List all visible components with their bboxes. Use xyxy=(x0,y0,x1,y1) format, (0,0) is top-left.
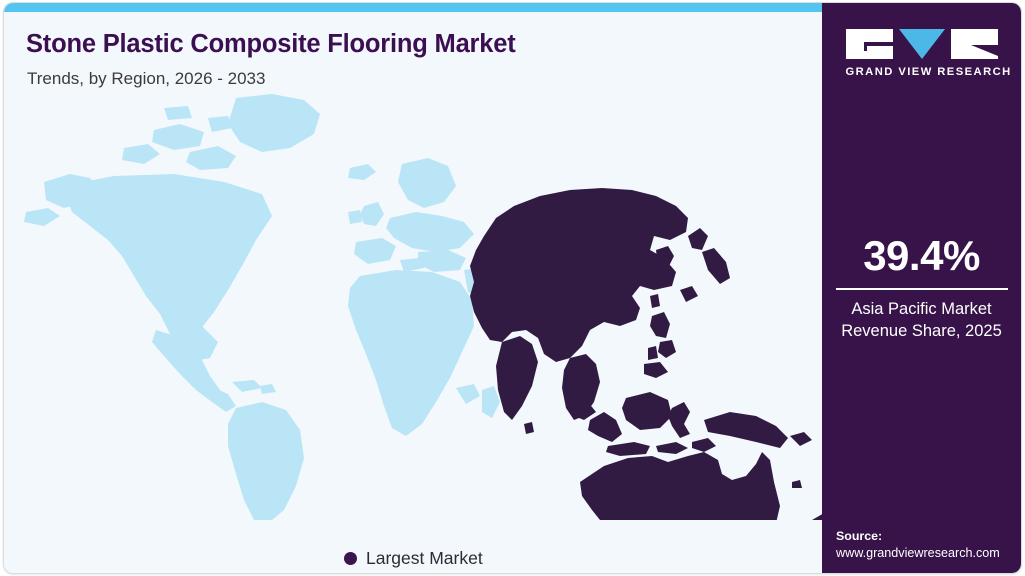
page-title: Stone Plastic Composite Flooring Market xyxy=(26,30,516,58)
source-block: Source: www.grandviewresearch.com xyxy=(836,528,1021,562)
stat-block: 39.4% Asia Pacific Market Revenue Share,… xyxy=(822,235,1021,342)
infographic-card: Stone Plastic Composite Flooring Market … xyxy=(4,3,1021,573)
brand-name: GRAND VIEW RESEARCH xyxy=(845,66,1012,78)
stat-caption-line2: Revenue Share, 2025 xyxy=(841,321,1002,340)
legend-label: Largest Market xyxy=(366,548,483,568)
map-pane: Stone Plastic Composite Flooring Market … xyxy=(4,12,822,573)
logo-r-icon xyxy=(950,29,998,59)
logo-g-icon xyxy=(845,29,893,59)
brand-logo: GRAND VIEW RESEARCH xyxy=(845,29,1012,78)
largest-market-marker-icon xyxy=(344,552,357,565)
map-legend: Largest Market xyxy=(344,548,483,569)
highlighted-region-asia-pacific xyxy=(470,188,822,520)
source-label: Source: xyxy=(836,529,883,543)
world-map xyxy=(4,90,822,520)
source-url[interactable]: www.grandviewresearch.com xyxy=(836,545,1000,560)
stat-caption: Asia Pacific Market Revenue Share, 2025 xyxy=(822,299,1021,343)
map-land-group xyxy=(24,94,508,520)
logo-marks xyxy=(845,29,998,59)
stat-divider xyxy=(835,288,1008,290)
page-subtitle: Trends, by Region, 2026 - 2033 xyxy=(27,69,266,88)
logo-v-triangle-icon xyxy=(898,29,945,59)
world-map-svg xyxy=(24,94,822,520)
stat-caption-line1: Asia Pacific Market xyxy=(851,299,992,318)
side-panel: GRAND VIEW RESEARCH 39.4% Asia Pacific M… xyxy=(822,3,1021,573)
stat-value: 39.4% xyxy=(863,232,980,279)
top-accent-bar xyxy=(4,3,822,12)
